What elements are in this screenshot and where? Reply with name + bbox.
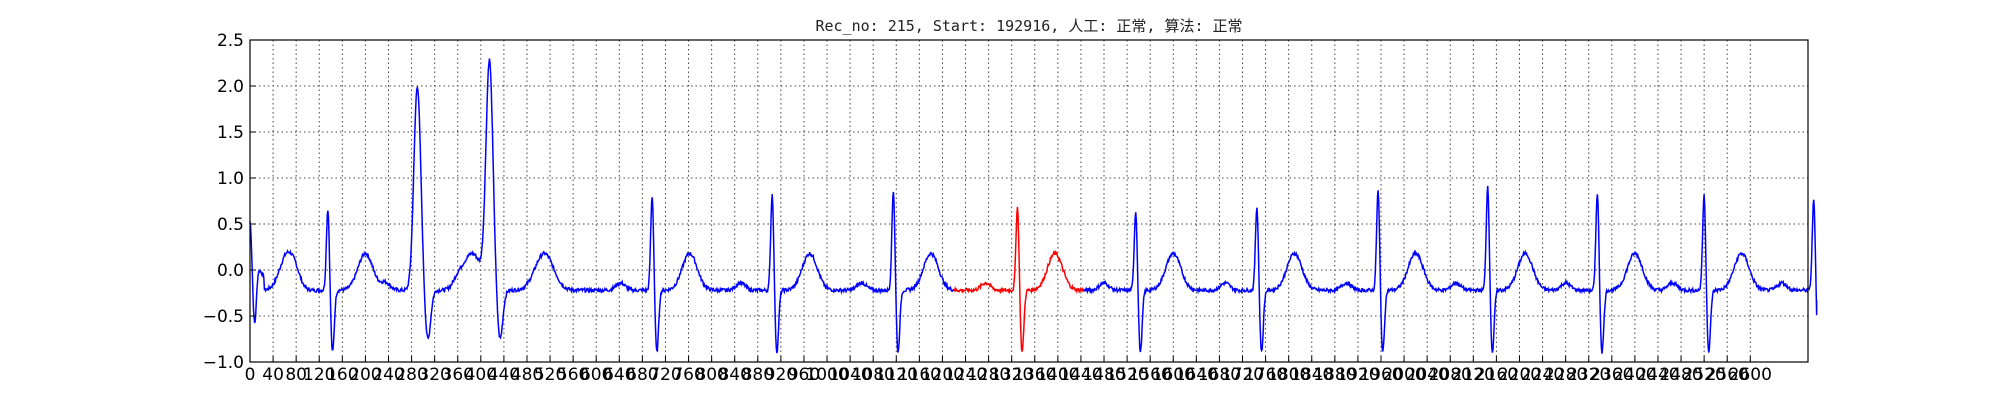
x-axis: 0 40 8012016020024028032036040044048052056… <box>245 356 1772 385</box>
x-tick-label: 240 <box>372 365 404 385</box>
x-tick-label: 1800 <box>1267 365 1310 385</box>
x-tick-label: 1200 <box>921 365 964 385</box>
x-tick-label: 1640 <box>1175 365 1218 385</box>
x-tick-label: 1960 <box>1359 365 1402 385</box>
x-tick-label: 280 <box>395 365 427 385</box>
x-tick-label: 0 <box>245 365 256 385</box>
x-tick-label: 2360 <box>1590 365 1633 385</box>
x-tick-label: 560 <box>557 365 589 385</box>
x-tick-label: 2400 <box>1613 365 1656 385</box>
x-tick-label: 320 <box>418 365 450 385</box>
x-tick-label: 200 <box>349 365 381 385</box>
x-tick-label: 1840 <box>1290 365 1333 385</box>
ecg-trace-line <box>1083 185 1818 354</box>
x-tick-label: 160 <box>326 365 358 385</box>
x-tick-label: 520 <box>534 365 566 385</box>
x-tick-label: 840 <box>718 365 750 385</box>
y-tick-label: 1.5 <box>217 123 244 143</box>
x-tick-label: 2200 <box>1498 365 1541 385</box>
highlighted-beat-line <box>953 206 1085 352</box>
x-tick-label: 800 <box>695 365 727 385</box>
x-tick-label: 2120 <box>1452 365 1495 385</box>
x-tick-label: 1600 <box>1152 365 1195 385</box>
x-tick-label: 2160 <box>1475 365 1518 385</box>
y-tick-label: 0.5 <box>217 215 244 235</box>
x-tick-label: 2520 <box>1683 365 1726 385</box>
x-tick-label: 1360 <box>1013 365 1056 385</box>
x-tick-label: 2600 <box>1729 365 1772 385</box>
x-tick-label: 80 <box>285 365 307 385</box>
x-tick-label: 920 <box>765 365 797 385</box>
x-tick-label: 2040 <box>1406 365 1449 385</box>
x-tick-label: 880 <box>742 365 774 385</box>
y-tick-label: 2.5 <box>217 31 244 51</box>
y-tick-label: −1.0 <box>203 353 244 373</box>
x-tick-label: 1320 <box>990 365 1033 385</box>
x-tick-label: 2560 <box>1706 365 1749 385</box>
x-tick-label: 2440 <box>1636 365 1679 385</box>
x-tick-label: 1680 <box>1198 365 1241 385</box>
x-tick-label: 760 <box>672 365 704 385</box>
x-tick-label: 1720 <box>1221 365 1264 385</box>
y-axis: −1.0 −0.5 0.0 0.5 1.0 1.5 2.0 2.5 <box>203 31 256 373</box>
x-tick-label: 1920 <box>1336 365 1379 385</box>
x-tick-label: 120 <box>303 365 335 385</box>
plot-frame <box>249 39 1809 363</box>
x-tick-label: 1280 <box>967 365 1010 385</box>
x-tick-label: 1000 <box>805 365 848 385</box>
x-tick-label: 720 <box>649 365 681 385</box>
x-tick-label: 1760 <box>1244 365 1287 385</box>
x-tick-label: 1880 <box>1313 365 1356 385</box>
x-tick-label: 2000 <box>1382 365 1425 385</box>
x-tick-label: 1080 <box>852 365 895 385</box>
x-tick-label: 2080 <box>1429 365 1472 385</box>
x-tick-label: 1120 <box>875 365 918 385</box>
x-tick-label: 2480 <box>1659 365 1702 385</box>
x-tick-label: 960 <box>788 365 820 385</box>
x-tick-label: 1400 <box>1036 365 1079 385</box>
ecg-trace-line <box>249 58 955 354</box>
x-tick-label: 1520 <box>1105 365 1148 385</box>
x-tick-label: 2320 <box>1567 365 1610 385</box>
x-tick-label: 1160 <box>898 365 941 385</box>
x-tick-label: 1440 <box>1059 365 1102 385</box>
x-tick-label: 600 <box>580 365 612 385</box>
x-tick-label: 440 <box>488 365 520 385</box>
x-tick-label: 1480 <box>1082 365 1125 385</box>
x-tick-label: 360 <box>442 365 474 385</box>
y-tick-label: 2.0 <box>217 77 244 97</box>
x-tick-label: 680 <box>626 365 658 385</box>
x-tick-label: 400 <box>465 365 497 385</box>
x-tick-label: 480 <box>511 365 543 385</box>
x-tick-label: 640 <box>603 365 635 385</box>
x-tick-label: 40 <box>262 365 284 385</box>
y-tick-label: 0.0 <box>217 261 244 281</box>
chart-title: Rec_no: 215, Start: 192916, 人工: 正常, 算法: … <box>815 17 1242 35</box>
x-tick-label: 1040 <box>828 365 871 385</box>
x-tick-label: 2280 <box>1544 365 1587 385</box>
y-tick-label: 1.0 <box>217 169 244 189</box>
x-tick-label: 1560 <box>1129 365 1172 385</box>
x-tick-label: 1240 <box>944 365 987 385</box>
ecg-series <box>249 58 1818 354</box>
x-tick-label: 2240 <box>1521 365 1564 385</box>
y-tick-label: −0.5 <box>203 307 244 327</box>
